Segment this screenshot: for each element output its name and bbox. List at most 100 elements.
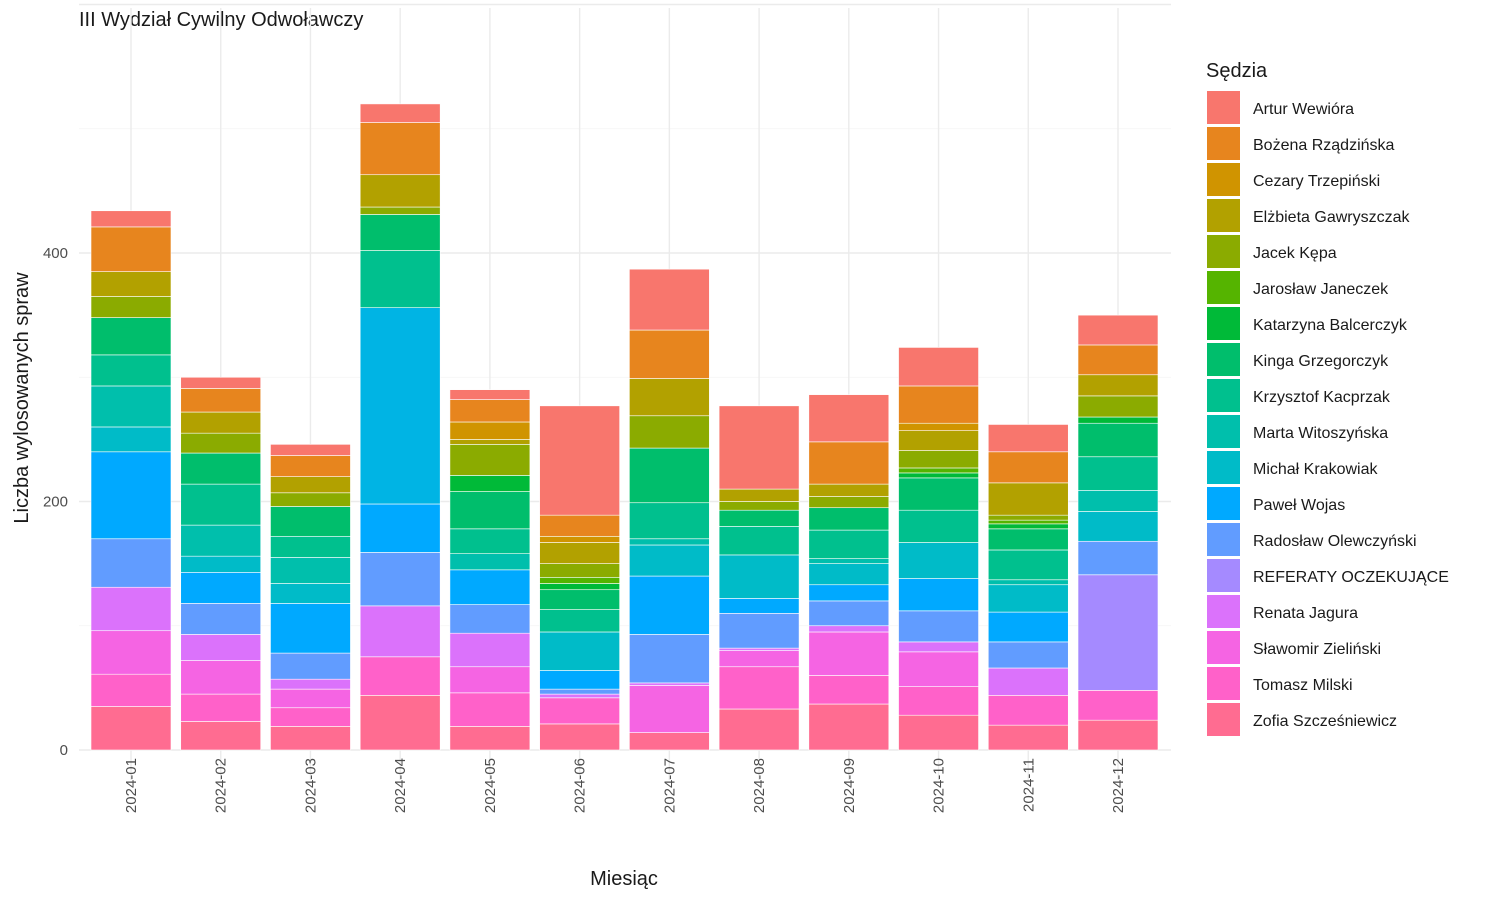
- legend-label: REFERATY OCZEKUJĄCE: [1253, 569, 1449, 586]
- bar-segment: [539, 563, 620, 578]
- bar-segment: [1077, 690, 1159, 721]
- bar-segment: [449, 604, 531, 634]
- bar-segment: [180, 432, 262, 454]
- x-axis-title: Miesiąc: [590, 868, 658, 890]
- legend-title: Sędzia: [1206, 60, 1268, 82]
- bar-segment: [1077, 374, 1159, 397]
- bar-segment: [90, 451, 172, 540]
- bar-segment: [449, 421, 531, 440]
- bar-segment: [90, 354, 172, 387]
- bar-segment: [898, 467, 979, 474]
- bar-segment: [808, 496, 890, 509]
- bar-segment: [449, 666, 531, 694]
- bar-segment: [539, 535, 620, 543]
- bar-segment: [270, 583, 351, 604]
- legend-label: Renata Jagura: [1253, 605, 1358, 622]
- legend-swatch: [1207, 559, 1240, 592]
- bar-segment: [629, 378, 710, 417]
- x-tick-label: 2024-01: [123, 758, 140, 813]
- y-tick-label: 200: [43, 494, 68, 511]
- bar-segment: [898, 610, 979, 643]
- bar-segment: [718, 526, 800, 556]
- y-axis-ticks: 0 200 400: [43, 245, 68, 759]
- y-tick-label: 400: [43, 245, 68, 262]
- legend-swatch: [1207, 703, 1240, 736]
- bar-segment: [539, 609, 620, 633]
- x-tick-label: 2024-08: [751, 758, 768, 813]
- bar-segment: [270, 603, 351, 654]
- bar-segment: [180, 721, 262, 751]
- bar-segment: [898, 347, 979, 387]
- bar-segment: [987, 549, 1069, 581]
- bar-segment: [1077, 719, 1159, 751]
- legend-swatch: [1207, 415, 1240, 448]
- bar-segment: [90, 673, 172, 707]
- bar-segment: [898, 714, 979, 751]
- bar-segment: [270, 707, 351, 727]
- bar-segment: [987, 424, 1069, 453]
- bar-segment: [629, 538, 710, 546]
- bar-segment: [539, 697, 620, 725]
- legend-label: Jacek Kępa: [1253, 245, 1337, 262]
- bar-segment: [898, 472, 979, 479]
- bar-segment: [718, 666, 800, 710]
- legend-label: Kinga Grzegorczyk: [1253, 353, 1389, 370]
- bar-segment: [90, 630, 172, 675]
- bar-segment: [987, 514, 1069, 521]
- bar-segment: [808, 394, 890, 443]
- legend-swatch: [1207, 343, 1240, 376]
- bar-segment: [270, 652, 351, 680]
- legend-swatch: [1207, 199, 1240, 232]
- bar-segment: [1077, 456, 1159, 491]
- legend-swatch: [1207, 595, 1240, 628]
- bar-segment: [629, 268, 710, 331]
- bar-segment: [180, 603, 262, 635]
- bar-segment: [359, 122, 441, 176]
- bar-segment: [270, 455, 351, 477]
- x-tick-label: 2024-02: [213, 758, 230, 813]
- bar-segment: [1077, 395, 1159, 418]
- bar-segment: [987, 482, 1069, 516]
- bar-segment: [808, 675, 890, 705]
- legend-swatch: [1207, 379, 1240, 412]
- bar-segment: [987, 519, 1069, 525]
- legend-label: Cezary Trzepiński: [1253, 173, 1380, 190]
- legend-swatch: [1207, 523, 1240, 556]
- legend-label: Radosław Olewczyński: [1253, 533, 1417, 550]
- bar-segment: [987, 667, 1069, 696]
- legend-swatch: [1207, 163, 1240, 196]
- bar-segment: [270, 476, 351, 494]
- bar-segment: [808, 625, 890, 633]
- bar-segment: [180, 555, 262, 573]
- bar-segment: [1077, 416, 1159, 424]
- bar-segment: [359, 605, 441, 658]
- bar-segment: [449, 399, 531, 423]
- bar-segment: [539, 631, 620, 671]
- bar-segment: [449, 528, 531, 554]
- bar-segment: [539, 514, 620, 537]
- legend-swatch: [1207, 235, 1240, 268]
- bar-segment: [270, 726, 351, 751]
- legend-label: Artur Wewióra: [1253, 101, 1354, 118]
- bar-segment: [449, 491, 531, 530]
- bar-segment: [539, 688, 620, 695]
- bar-segment: [90, 271, 172, 297]
- x-axis-ticks: 2024-01 2024-02 2024-03 2024-04 2024-05 2024-…: [123, 758, 1127, 813]
- bar-segment: [539, 670, 620, 690]
- bar-segment: [629, 544, 710, 577]
- bar-segment: [898, 509, 979, 543]
- bar-segment: [539, 405, 620, 516]
- bar-segment: [718, 501, 800, 511]
- bar-segment: [539, 542, 620, 564]
- bar-segment: [359, 250, 441, 308]
- bar-segment: [898, 385, 979, 424]
- bar-segment: [359, 695, 441, 751]
- bar-segment: [718, 650, 800, 668]
- bar-segment: [987, 584, 1069, 613]
- legend-label: Zofia Szcześniewicz: [1253, 713, 1397, 730]
- legend: Sędzia Artur Wewióra Bożena Rządzińska Cez…: [1206, 60, 1449, 736]
- bar-segment: [539, 576, 620, 584]
- x-tick-label: 2024-04: [392, 758, 409, 813]
- bar-segment: [359, 552, 441, 607]
